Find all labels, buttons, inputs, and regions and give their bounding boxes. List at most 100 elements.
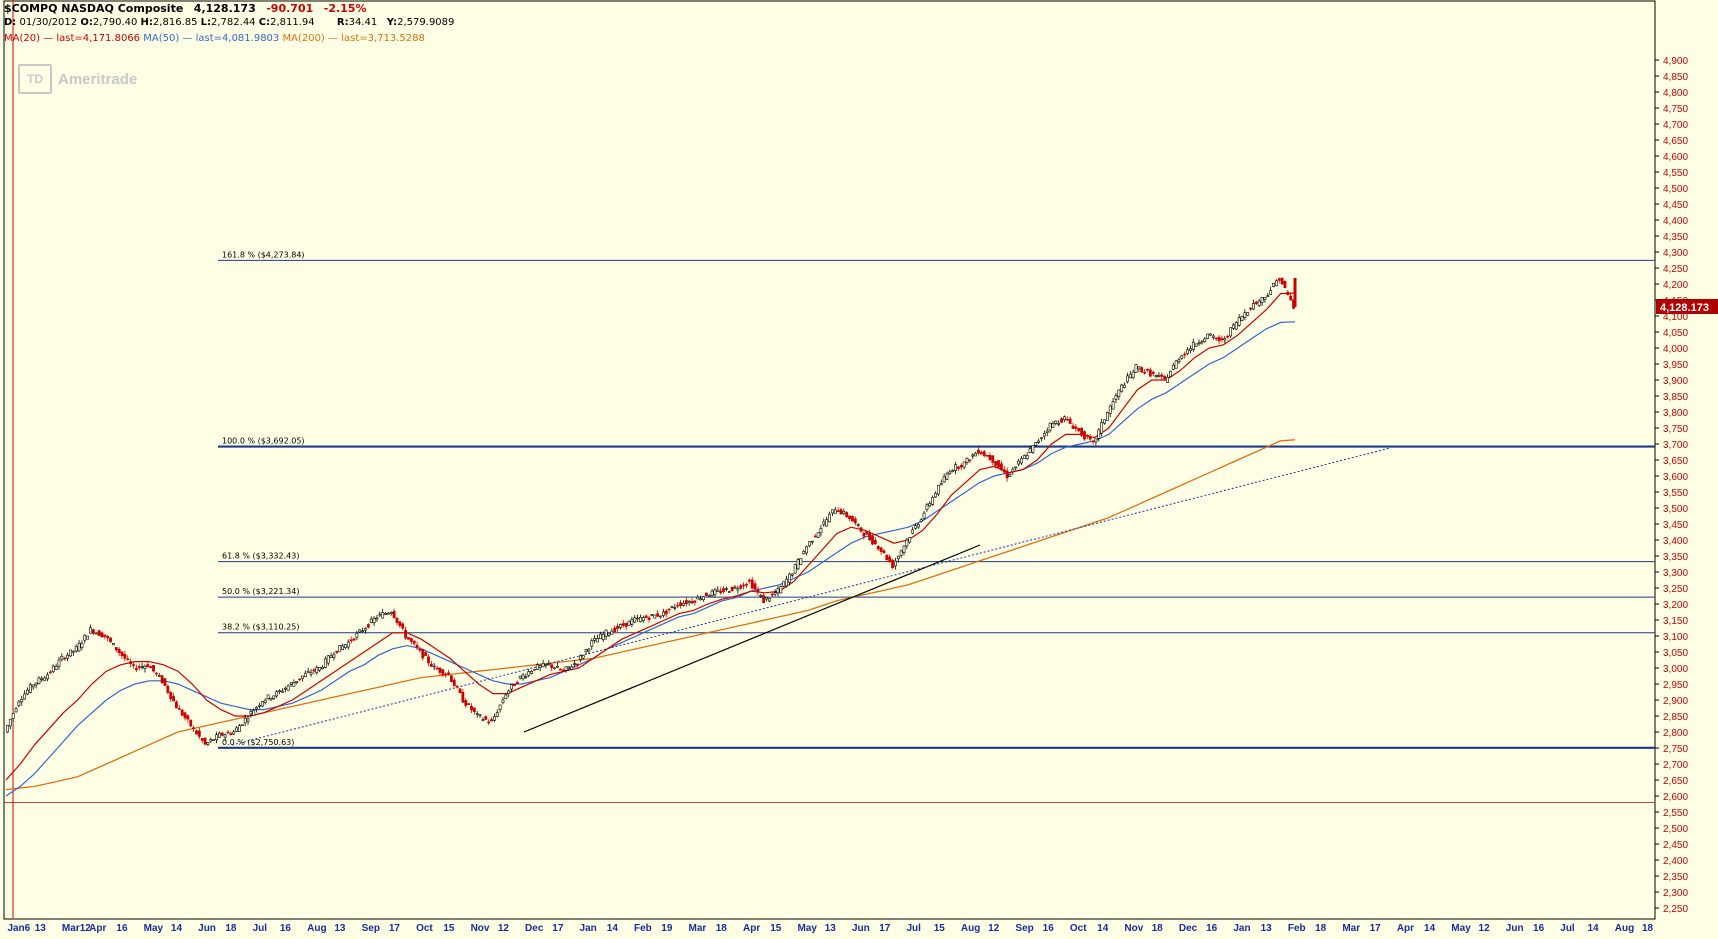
candle-body (762, 595, 766, 603)
candle-body (232, 731, 236, 735)
candle-body (1094, 438, 1098, 443)
candle-body (739, 585, 743, 589)
candle-body (616, 625, 619, 629)
candle-body (845, 512, 849, 518)
y-tick-label: 3,950 (1663, 360, 1688, 371)
candle-body (1074, 426, 1078, 429)
candle-body (1091, 440, 1095, 443)
candle-body (1240, 315, 1244, 321)
candle-body (690, 601, 694, 604)
ohlc-readout: D: 01/30/2012 O:2,790.40 H:2,816.85 L:2,… (4, 17, 454, 28)
candle-body (590, 640, 594, 647)
candle-body (321, 666, 324, 669)
y-tick-label: 4,100 (1663, 312, 1688, 323)
x-tick-label: Jun (198, 923, 216, 934)
candle-body (636, 617, 640, 620)
candle-body (1151, 371, 1155, 374)
candle-body (713, 589, 717, 596)
x-tick-label: Jul (1560, 923, 1575, 934)
candle-body (1080, 428, 1083, 436)
candle-body (753, 583, 757, 590)
candle-body (641, 617, 645, 622)
candle-body (389, 612, 393, 615)
ma50-line (5, 321, 1296, 797)
candle-body (1254, 301, 1258, 304)
candle-body (696, 596, 700, 600)
candle-body (11, 713, 15, 719)
candle-body (172, 696, 175, 702)
candle-body (450, 675, 453, 682)
candle-body (810, 540, 814, 543)
y-tick-label: 2,650 (1663, 776, 1688, 787)
candle-body (793, 564, 797, 574)
open-value: 2,790.40 (92, 17, 138, 28)
candle-body (31, 684, 35, 688)
candle-body (653, 614, 657, 619)
candle-body (745, 583, 748, 586)
candle-body (472, 707, 476, 712)
candle-body (306, 671, 310, 673)
candle-body (1108, 405, 1112, 414)
candle-body (492, 716, 496, 721)
candle-body (530, 671, 534, 674)
candle-body (527, 671, 531, 676)
candle-body (286, 685, 290, 691)
candle-body (1097, 429, 1101, 439)
candle-body (117, 648, 121, 654)
y-tick-label: 4,000 (1663, 344, 1688, 355)
candle-body (1128, 373, 1132, 379)
candle-body (66, 654, 69, 659)
x-tick-label: 17 (1370, 923, 1382, 934)
x-tick-label: 16 (1206, 923, 1218, 934)
x-tick-label: 14 (607, 923, 619, 934)
candle-body (1028, 448, 1032, 453)
candle-body (1197, 342, 1201, 345)
x-tick-label: 14 (171, 923, 183, 934)
candle-body (14, 708, 18, 713)
candle-body (722, 588, 725, 592)
candle-body (1131, 371, 1135, 379)
candle-body (719, 590, 723, 594)
y-tick-label: 3,450 (1663, 520, 1688, 531)
y-tick-label: 2,300 (1663, 888, 1688, 899)
candle-body (1257, 300, 1261, 306)
candle-body (197, 730, 201, 737)
candle-body (679, 602, 682, 606)
candle-body (1252, 303, 1255, 310)
candle-body (925, 504, 929, 510)
y-tick-label: 4,550 (1663, 168, 1688, 179)
candle-body (378, 613, 382, 616)
candle-body (1114, 395, 1118, 400)
y-tick-label: 2,350 (1663, 872, 1688, 883)
candle-body (1022, 455, 1026, 459)
candle-body (346, 641, 350, 648)
x-tick-label: Dec (1179, 923, 1198, 934)
candle-body (1217, 336, 1221, 342)
candle-body (1071, 425, 1075, 429)
candle-body (1171, 365, 1175, 370)
candle-body (157, 674, 161, 677)
candle-body (1249, 307, 1253, 310)
candle-body (398, 621, 402, 627)
candle-body (833, 509, 837, 514)
candle-body (770, 593, 774, 596)
candle-body (447, 672, 450, 675)
candle-body (1123, 384, 1126, 388)
candle-body (1191, 341, 1195, 350)
candle-body (132, 664, 135, 666)
candle-body (407, 637, 410, 640)
candle-body (553, 667, 556, 669)
candle-body (979, 452, 983, 455)
date-value: 01/30/2012 (19, 17, 78, 28)
candle-body (538, 665, 542, 668)
x-tick-label: 19 (661, 923, 673, 934)
candle-body (1011, 468, 1015, 472)
candle-body (57, 659, 61, 667)
chart-title-bar: $COMPQ NASDAQ Composite 4,128.173 -90.70… (4, 2, 366, 15)
candle-body (295, 681, 299, 683)
y-tick-label: 4,400 (1663, 216, 1688, 227)
y-tick-label: 3,500 (1663, 504, 1688, 515)
candle-body (570, 666, 574, 670)
candle-body (326, 655, 330, 664)
